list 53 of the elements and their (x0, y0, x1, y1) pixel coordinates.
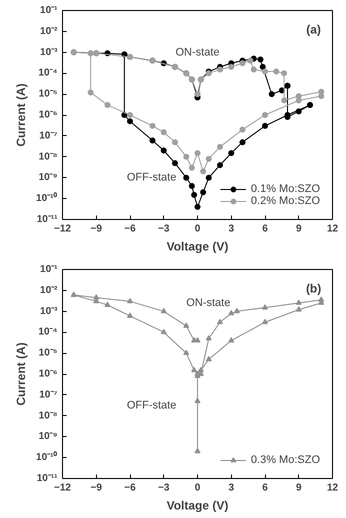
y-tick-label: 10⁻⁴ (38, 68, 58, 79)
y-tick-label: 10⁻⁹ (38, 172, 58, 184)
y-tick-label: 10⁻² (40, 284, 58, 296)
legend-label: 0.2% Mo:SZO (250, 195, 320, 207)
y-tick-label: 10⁻¹¹ (36, 214, 58, 225)
x-tick-label: −3 (158, 224, 170, 234)
y-tick-label: 10⁻⁶ (38, 368, 58, 380)
y-tick-label: 10⁻³ (40, 46, 58, 58)
x-tick-label: 6 (262, 224, 268, 234)
x-tick-label: 3 (228, 482, 234, 494)
y-tick-label: 10⁻⁷ (39, 130, 58, 142)
legend-label: 0.3% Mo:SZO (250, 454, 320, 466)
y-tick-label: 10⁻⁸ (38, 151, 58, 162)
annotation: ON-state (175, 46, 220, 58)
y-axis-title: Current (A) (14, 83, 28, 147)
x-tick-label: −12 (54, 224, 72, 234)
annotation: (b) (306, 281, 322, 296)
x-tick-label: 0 (194, 224, 201, 234)
y-tick-label: 10⁻⁵ (38, 88, 58, 100)
y-tick-label: 10⁻⁹ (38, 431, 58, 442)
y-tick-label: 10⁻² (40, 26, 58, 37)
y-tick-label: 10⁻⁸ (38, 410, 58, 422)
y-tick-label: 10⁻¹¹ (36, 473, 58, 484)
y-tick-label: 10⁻¹⁰ (36, 192, 58, 204)
x-tick-label: −6 (124, 224, 136, 234)
annotation: OFF-state (126, 172, 176, 184)
x-tick-label: −9 (90, 224, 102, 234)
x-tick-label: 3 (228, 224, 234, 234)
y-tick-label: 10⁻¹ (40, 264, 58, 275)
annotation: (a) (306, 22, 321, 36)
x-axis-title: Voltage (V) (166, 240, 228, 254)
x-axis-title: Voltage (V) (166, 498, 228, 512)
x-tick-label: −6 (124, 482, 136, 494)
y-tick-label: 10⁻¹⁰ (36, 451, 58, 464)
y-axis-title: Current (A) (14, 342, 28, 406)
y-tick-label: 10⁻⁵ (38, 348, 58, 359)
x-tick-label: 0 (194, 482, 201, 494)
x-tick-label: 9 (296, 224, 302, 234)
y-tick-label: 10⁻⁶ (38, 110, 58, 120)
annotation: OFF-state (126, 399, 176, 412)
y-tick-label: 10⁻¹ (40, 5, 58, 16)
legend-label: 0.1% Mo:SZO (250, 183, 320, 195)
x-tick-label: 12 (326, 482, 338, 494)
x-tick-label: 9 (296, 482, 302, 494)
annotation: ON-state (186, 296, 230, 309)
y-tick-label: 10⁻³ (40, 306, 58, 317)
x-tick-label: 6 (262, 482, 268, 494)
x-tick-label: −12 (54, 482, 72, 494)
y-tick-label: 10⁻⁷ (39, 389, 58, 400)
x-tick-label: −9 (90, 482, 102, 494)
y-tick-label: 10⁻⁴ (38, 326, 58, 338)
x-tick-label: −3 (158, 482, 170, 494)
x-tick-label: 12 (326, 224, 338, 234)
